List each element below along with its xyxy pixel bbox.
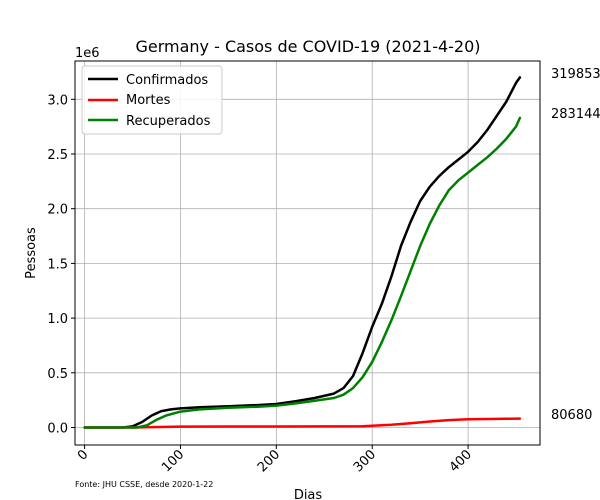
- y-tick-label: 0.0: [47, 421, 68, 436]
- x-tick-label: 300: [351, 447, 379, 475]
- end-label-confirmados: 319853: [551, 67, 600, 82]
- y-tick-label: 0.5: [47, 367, 68, 382]
- legend-box: [81, 65, 223, 135]
- legend: Confirmados Mortes Recuperados: [81, 65, 223, 135]
- y-tick-label: 1.0: [47, 312, 68, 327]
- source-note: Fonte: JHU CSSE, desde 2020-1-22: [75, 480, 213, 489]
- y-tick-label: 3.0: [47, 93, 68, 108]
- x-axis-label: Dias: [294, 488, 323, 500]
- chart-title: Germany - Casos de COVID-19 (2021-4-20): [135, 37, 480, 56]
- series-line-confirmados: [83, 76, 522, 429]
- end-label-recuperados: 283144: [551, 107, 600, 122]
- legend-label-mortes: Mortes: [126, 93, 171, 108]
- y-tick-label: 2.5: [47, 148, 68, 163]
- series-line-recuperados: [83, 116, 522, 429]
- end-label-mortes: 80680: [551, 408, 592, 423]
- x-tick-label: 100: [159, 447, 187, 475]
- y-axis-label: Pessoas: [24, 227, 39, 279]
- series-line-mortes: [83, 417, 522, 429]
- series-lines: [83, 76, 522, 429]
- legend-label-confirmados: Confirmados: [126, 73, 208, 88]
- x-tick-label: 400: [447, 447, 475, 475]
- x-tick-label: 200: [255, 447, 283, 475]
- y-tick-label: 2.0: [47, 203, 68, 218]
- y-multiplier-label: 1e6: [75, 46, 100, 61]
- x-tick-label: 0: [75, 447, 91, 463]
- legend-label-recuperados: Recuperados: [126, 114, 211, 129]
- axis-ticks: 0 100 200 300 400 0.0 0.5 1.0 1.5 2.0 2.5 3.0: [47, 93, 475, 475]
- plot-frame: [74, 60, 541, 446]
- y-tick-label: 1.5: [47, 257, 68, 272]
